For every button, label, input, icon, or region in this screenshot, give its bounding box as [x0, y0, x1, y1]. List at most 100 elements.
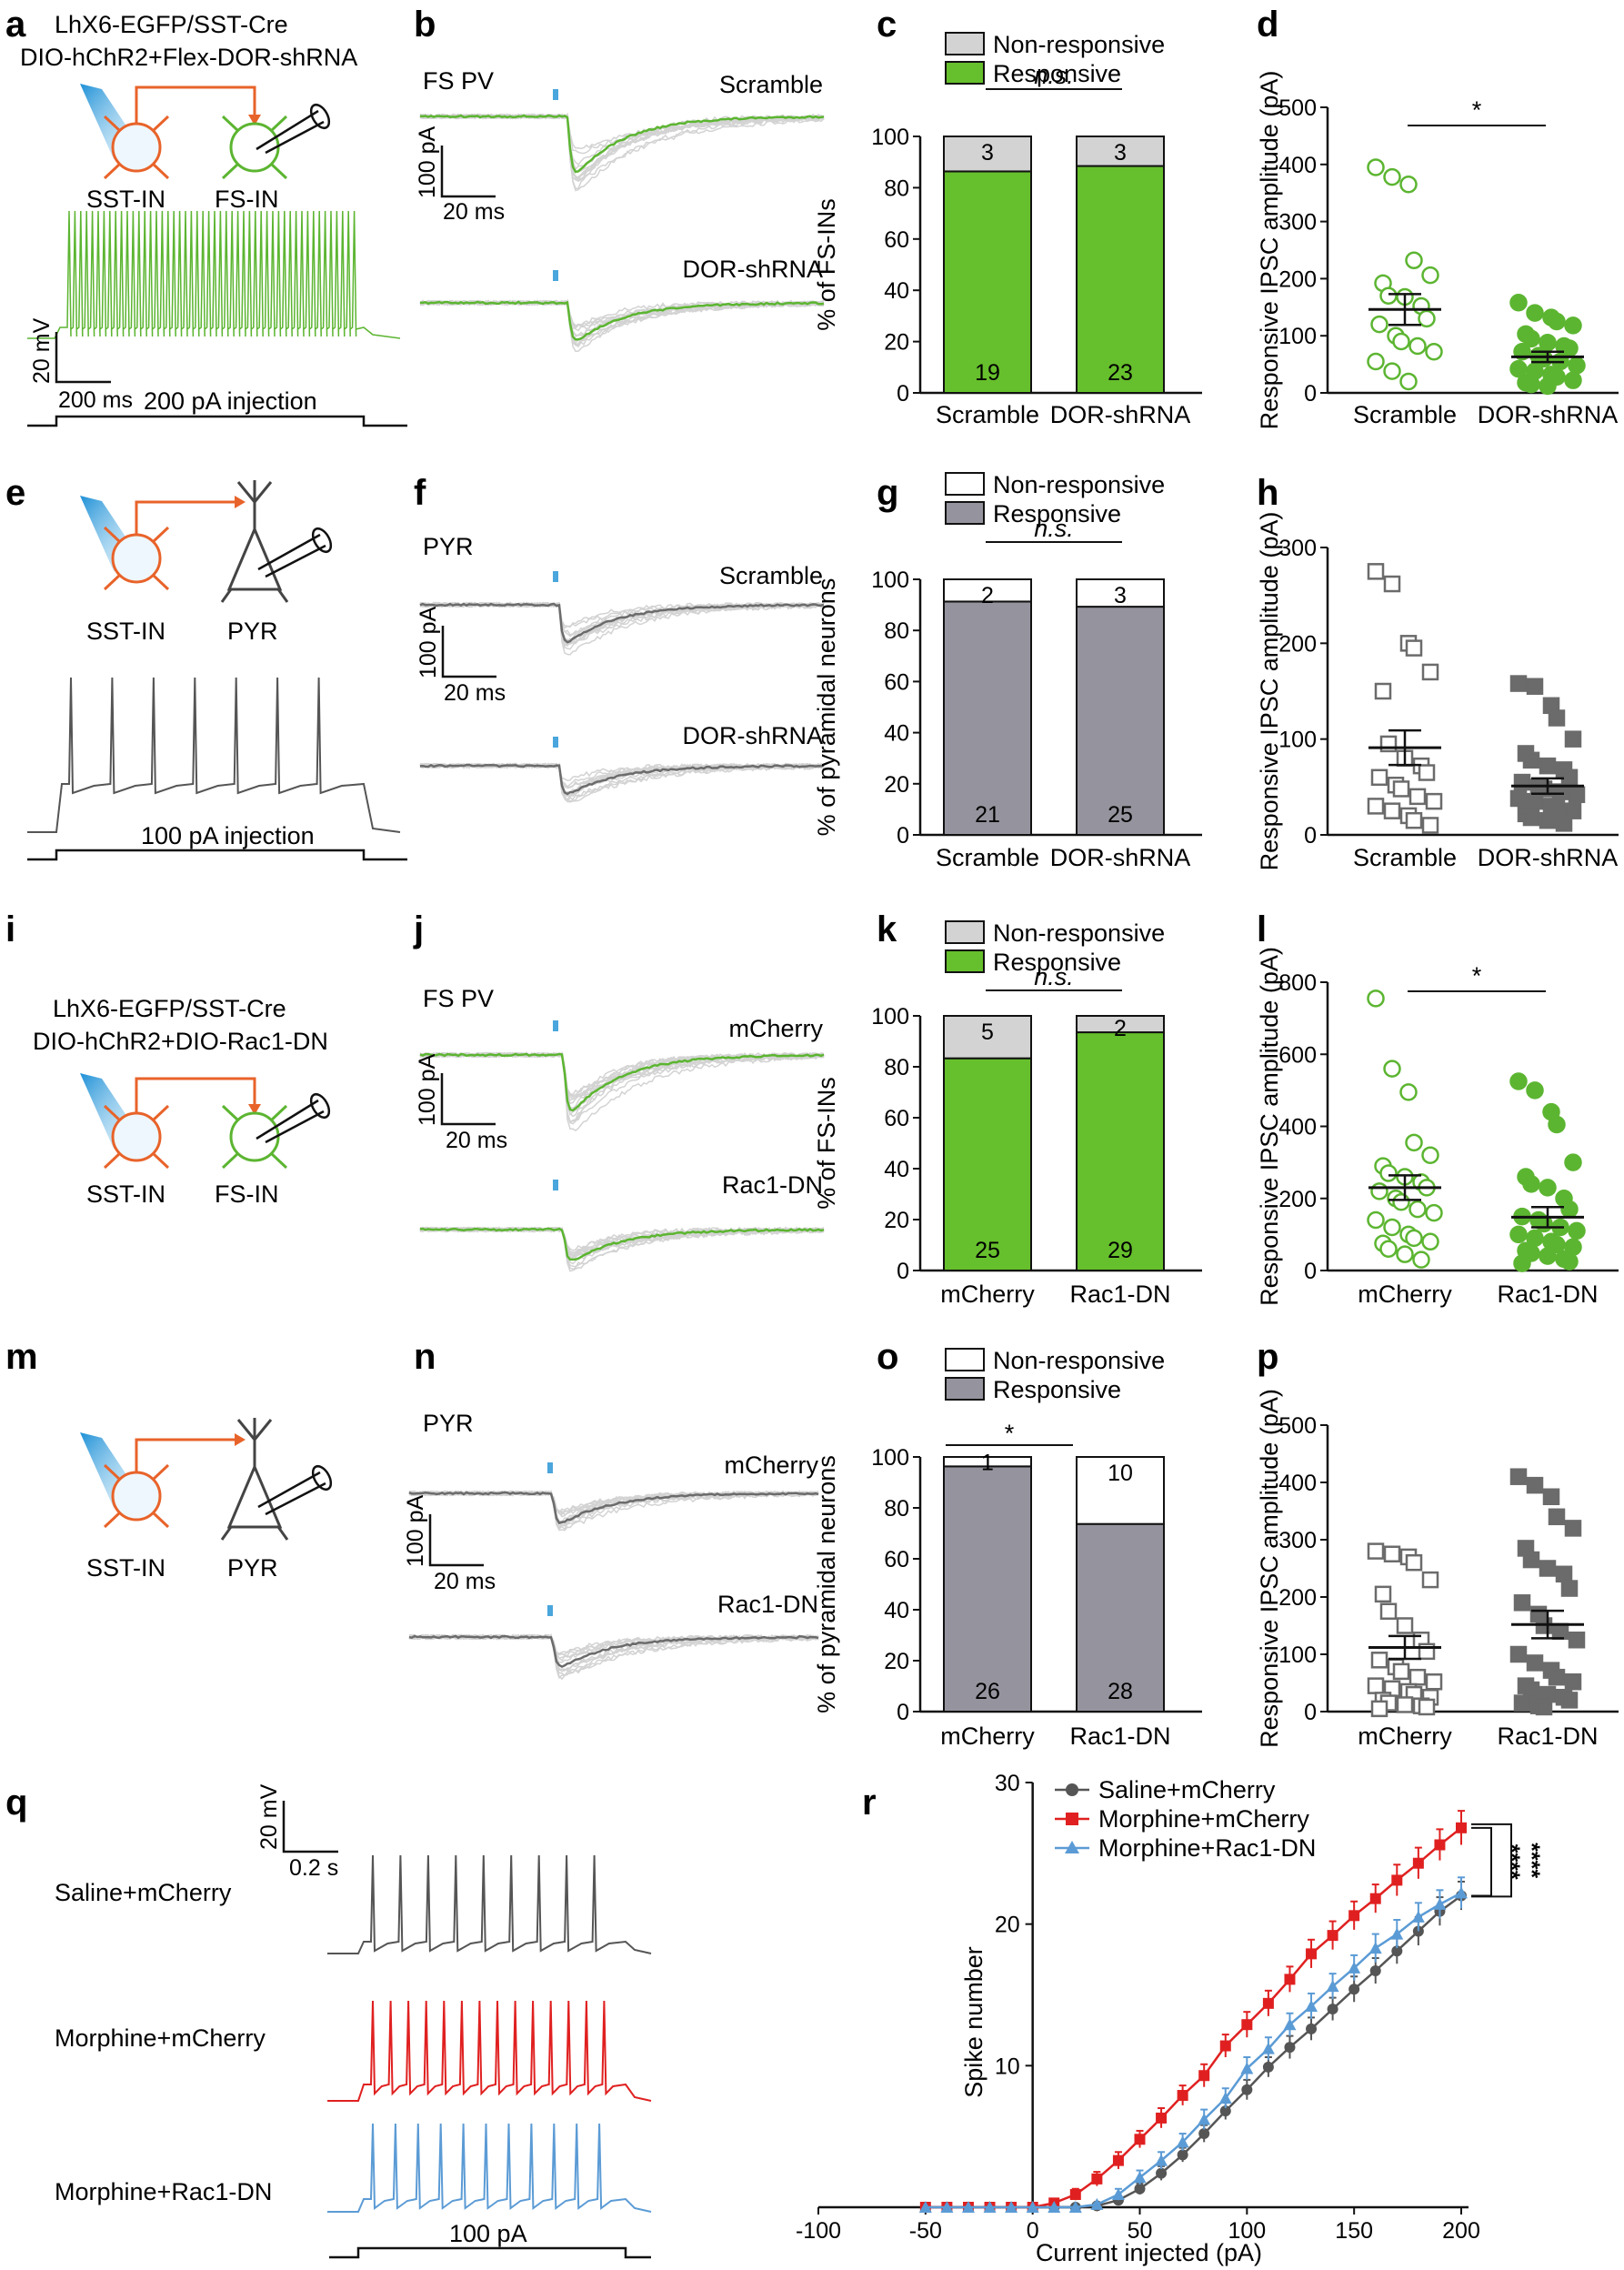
- data-point: [1542, 1488, 1560, 1505]
- count-label-responsive: 23: [1108, 360, 1133, 386]
- panel-b: b FS PV Scramble DOR-shRNA 100 pA 20 ms: [414, 5, 825, 353]
- y-axis-label: % of pyramidal neurons: [813, 578, 840, 837]
- average-trace: [419, 602, 825, 644]
- legend-label: Morphine+Rac1-DN: [1098, 1834, 1316, 1862]
- data-point: [1383, 362, 1401, 380]
- panel-letter: e: [5, 473, 25, 513]
- count-label-non-responsive: 1: [981, 1450, 994, 1475]
- injection-bar: 200 pA injection: [27, 387, 407, 427]
- significance-label: ****: [1499, 1844, 1524, 1880]
- data-point: [1412, 1857, 1424, 1869]
- data-point: [1411, 1910, 1425, 1923]
- data-point: [1327, 1930, 1338, 1942]
- trace-label-1: Scramble: [719, 71, 823, 98]
- scale-x-label: 20 ms: [446, 1128, 507, 1153]
- x-axis-label: Current injected (pA): [1036, 2239, 1262, 2266]
- panel-letter: j: [413, 909, 424, 949]
- data-point: [1560, 1692, 1579, 1709]
- data-point: [1026, 2201, 1039, 2213]
- y-axis-label: % of FS-INs: [813, 1077, 840, 1210]
- significance-label: n.s.: [1034, 515, 1074, 542]
- data-point: [1539, 1247, 1557, 1265]
- data-point: [1241, 2084, 1253, 2095]
- data-point: [1522, 809, 1540, 827]
- y-tick-label: 0: [1304, 1700, 1317, 1725]
- y-tick-label: 60: [884, 1106, 909, 1131]
- data-point: [1421, 663, 1439, 681]
- data-point: [1405, 811, 1423, 829]
- y-tick-label: 0: [897, 1259, 909, 1284]
- panel-letter: r: [862, 1783, 877, 1823]
- bar-responsive: [1076, 165, 1165, 394]
- data-point: [1509, 789, 1528, 808]
- average-trace: [408, 1491, 819, 1525]
- category-label: Scramble: [936, 844, 1039, 871]
- sst-in-label: SST-IN: [86, 1554, 165, 1582]
- scale-x-label: 20 ms: [443, 199, 505, 225]
- light-pulse-icon: [553, 571, 558, 582]
- data-point: [1421, 817, 1439, 834]
- panel-r: r -100 -50 0 50 100 150 200 10 20 30 Current inject…: [796, 1771, 1544, 2266]
- trace-label-2: Rac1-DN: [717, 1591, 818, 1618]
- data-point: [1240, 2062, 1254, 2074]
- y-tick-label: 100: [871, 125, 909, 150]
- data-point: [1455, 1886, 1468, 1899]
- data-point: [983, 2201, 997, 2213]
- data-point: [1548, 1235, 1566, 1254]
- panel-i: i LhX6-EGFP/SST-Cre DIO-hChR2+DIO-Rac1-D…: [5, 909, 331, 1208]
- significance-bracket: [1471, 1826, 1492, 1897]
- data-point: [1367, 798, 1385, 815]
- fs-in-label: FS-IN: [215, 186, 279, 213]
- data-point: [1177, 2149, 1188, 2161]
- condition-label-morphine-mcherry: Morphine+mCherry: [55, 2024, 266, 2052]
- scale-y-label: 100 pA: [415, 1053, 440, 1126]
- panel-f: f PYR Scramble DOR-shRNA 100 pA 20 ms: [414, 473, 825, 803]
- data-point: [1405, 1553, 1423, 1572]
- data-point: [1564, 802, 1582, 819]
- sweep-trace: [419, 113, 825, 183]
- scale-bar: 100 pA 20 ms: [416, 606, 506, 706]
- data-point: [1383, 167, 1401, 186]
- y-tick-label: 100: [1278, 728, 1317, 753]
- data-point: [1568, 786, 1586, 804]
- data-point: [1198, 2113, 1211, 2125]
- trace-label-2: DOR-shRNA: [682, 722, 823, 749]
- condition-label-saline-mcherry: Saline+mCherry: [55, 1879, 232, 1906]
- y-tick-label: 20: [884, 330, 909, 356]
- y-tick-label: 300: [1278, 210, 1317, 236]
- light-pulse-icon: [547, 1605, 553, 1616]
- projection-arrow: [135, 85, 256, 124]
- patch-pipette-icon: [257, 527, 333, 578]
- data-point: [1564, 730, 1582, 748]
- panel-letter: i: [5, 909, 15, 949]
- y-axis-label: Responsive IPSC amplitude (pA): [1256, 1389, 1283, 1748]
- y-tick-label: 80: [884, 1496, 909, 1522]
- y-tick-label: 300: [1278, 536, 1317, 561]
- circuit-diagram: SST-IN PYR: [80, 480, 333, 645]
- sweep-trace: [408, 1633, 819, 1660]
- projection-arrow: [135, 1077, 256, 1113]
- construct-line-1: LhX6-EGFP/SST-Cre: [53, 995, 286, 1022]
- y-axis-label: % of FS-INs: [813, 198, 840, 331]
- legend-swatch: [945, 61, 985, 85]
- patch-pipette-icon: [256, 1092, 331, 1144]
- bar-non-responsive: [943, 1456, 1032, 1468]
- scale-y-label: 20 mV: [256, 1783, 282, 1850]
- data-point: [1434, 1839, 1446, 1851]
- panel-m: m SST-IN PYR: [5, 1337, 333, 1582]
- category-label: Rac1-DN: [1069, 1723, 1170, 1750]
- y-tick-label: 20: [884, 772, 909, 798]
- y-tick-label: 0: [1304, 381, 1317, 407]
- legend-label: Morphine+mCherry: [1098, 1805, 1309, 1833]
- panel-a: a LhX6-EGFP/SST-Cre DIO-hChR2+Flex-DOR-s…: [5, 5, 407, 427]
- data-point: [1548, 709, 1566, 727]
- data-point: [1509, 1468, 1528, 1485]
- arrowhead-icon: [248, 1104, 261, 1115]
- data-point: [1306, 1948, 1318, 1960]
- sst-in-label: SST-IN: [86, 618, 165, 645]
- data-point: [1568, 357, 1586, 375]
- legend-swatch: [945, 501, 985, 525]
- significance-label: *: [1005, 1420, 1015, 1447]
- sst-neuron-icon: [103, 526, 170, 591]
